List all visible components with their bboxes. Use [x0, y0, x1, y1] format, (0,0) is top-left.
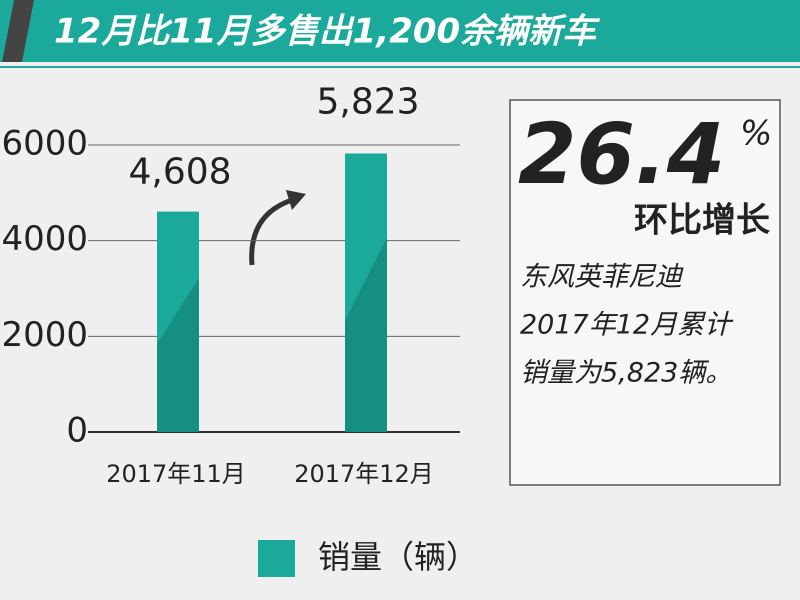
value-label: 5,823: [316, 81, 419, 122]
growth-value: 26.4: [518, 105, 725, 203]
value-label: 4,608: [128, 152, 231, 193]
growth-caption: 环比增长: [634, 201, 770, 241]
growth-unit: %: [740, 114, 772, 154]
legend-swatch: [258, 540, 295, 577]
note-box: [509, 99, 781, 486]
y-tick-label: 6000: [1, 124, 88, 164]
x-tick-label: 2017年12月: [294, 460, 434, 488]
y-tick-label: 4000: [1, 219, 88, 259]
bar-shade: [345, 237, 387, 432]
note-line: 2017年12月累计: [520, 310, 734, 341]
arrow-head: [286, 190, 306, 210]
note-line: 东风英菲尼迪: [520, 262, 684, 293]
legend-label: 销量（辆）: [318, 538, 478, 576]
title-banner: [0, 0, 800, 62]
arrow: [249, 197, 293, 266]
bar: [157, 211, 199, 432]
y-tick-label: 2000: [1, 315, 88, 355]
x-tick-label: 2017年11月: [106, 460, 246, 488]
note-line: 销量为5,823辆。: [520, 358, 732, 389]
bar: [345, 153, 387, 433]
chart-title: 12月比11月多售出1,200余辆新车: [54, 12, 601, 52]
title-slash: [2, 0, 34, 62]
y-tick-label: 0: [66, 411, 88, 451]
bar-shade: [157, 277, 199, 432]
